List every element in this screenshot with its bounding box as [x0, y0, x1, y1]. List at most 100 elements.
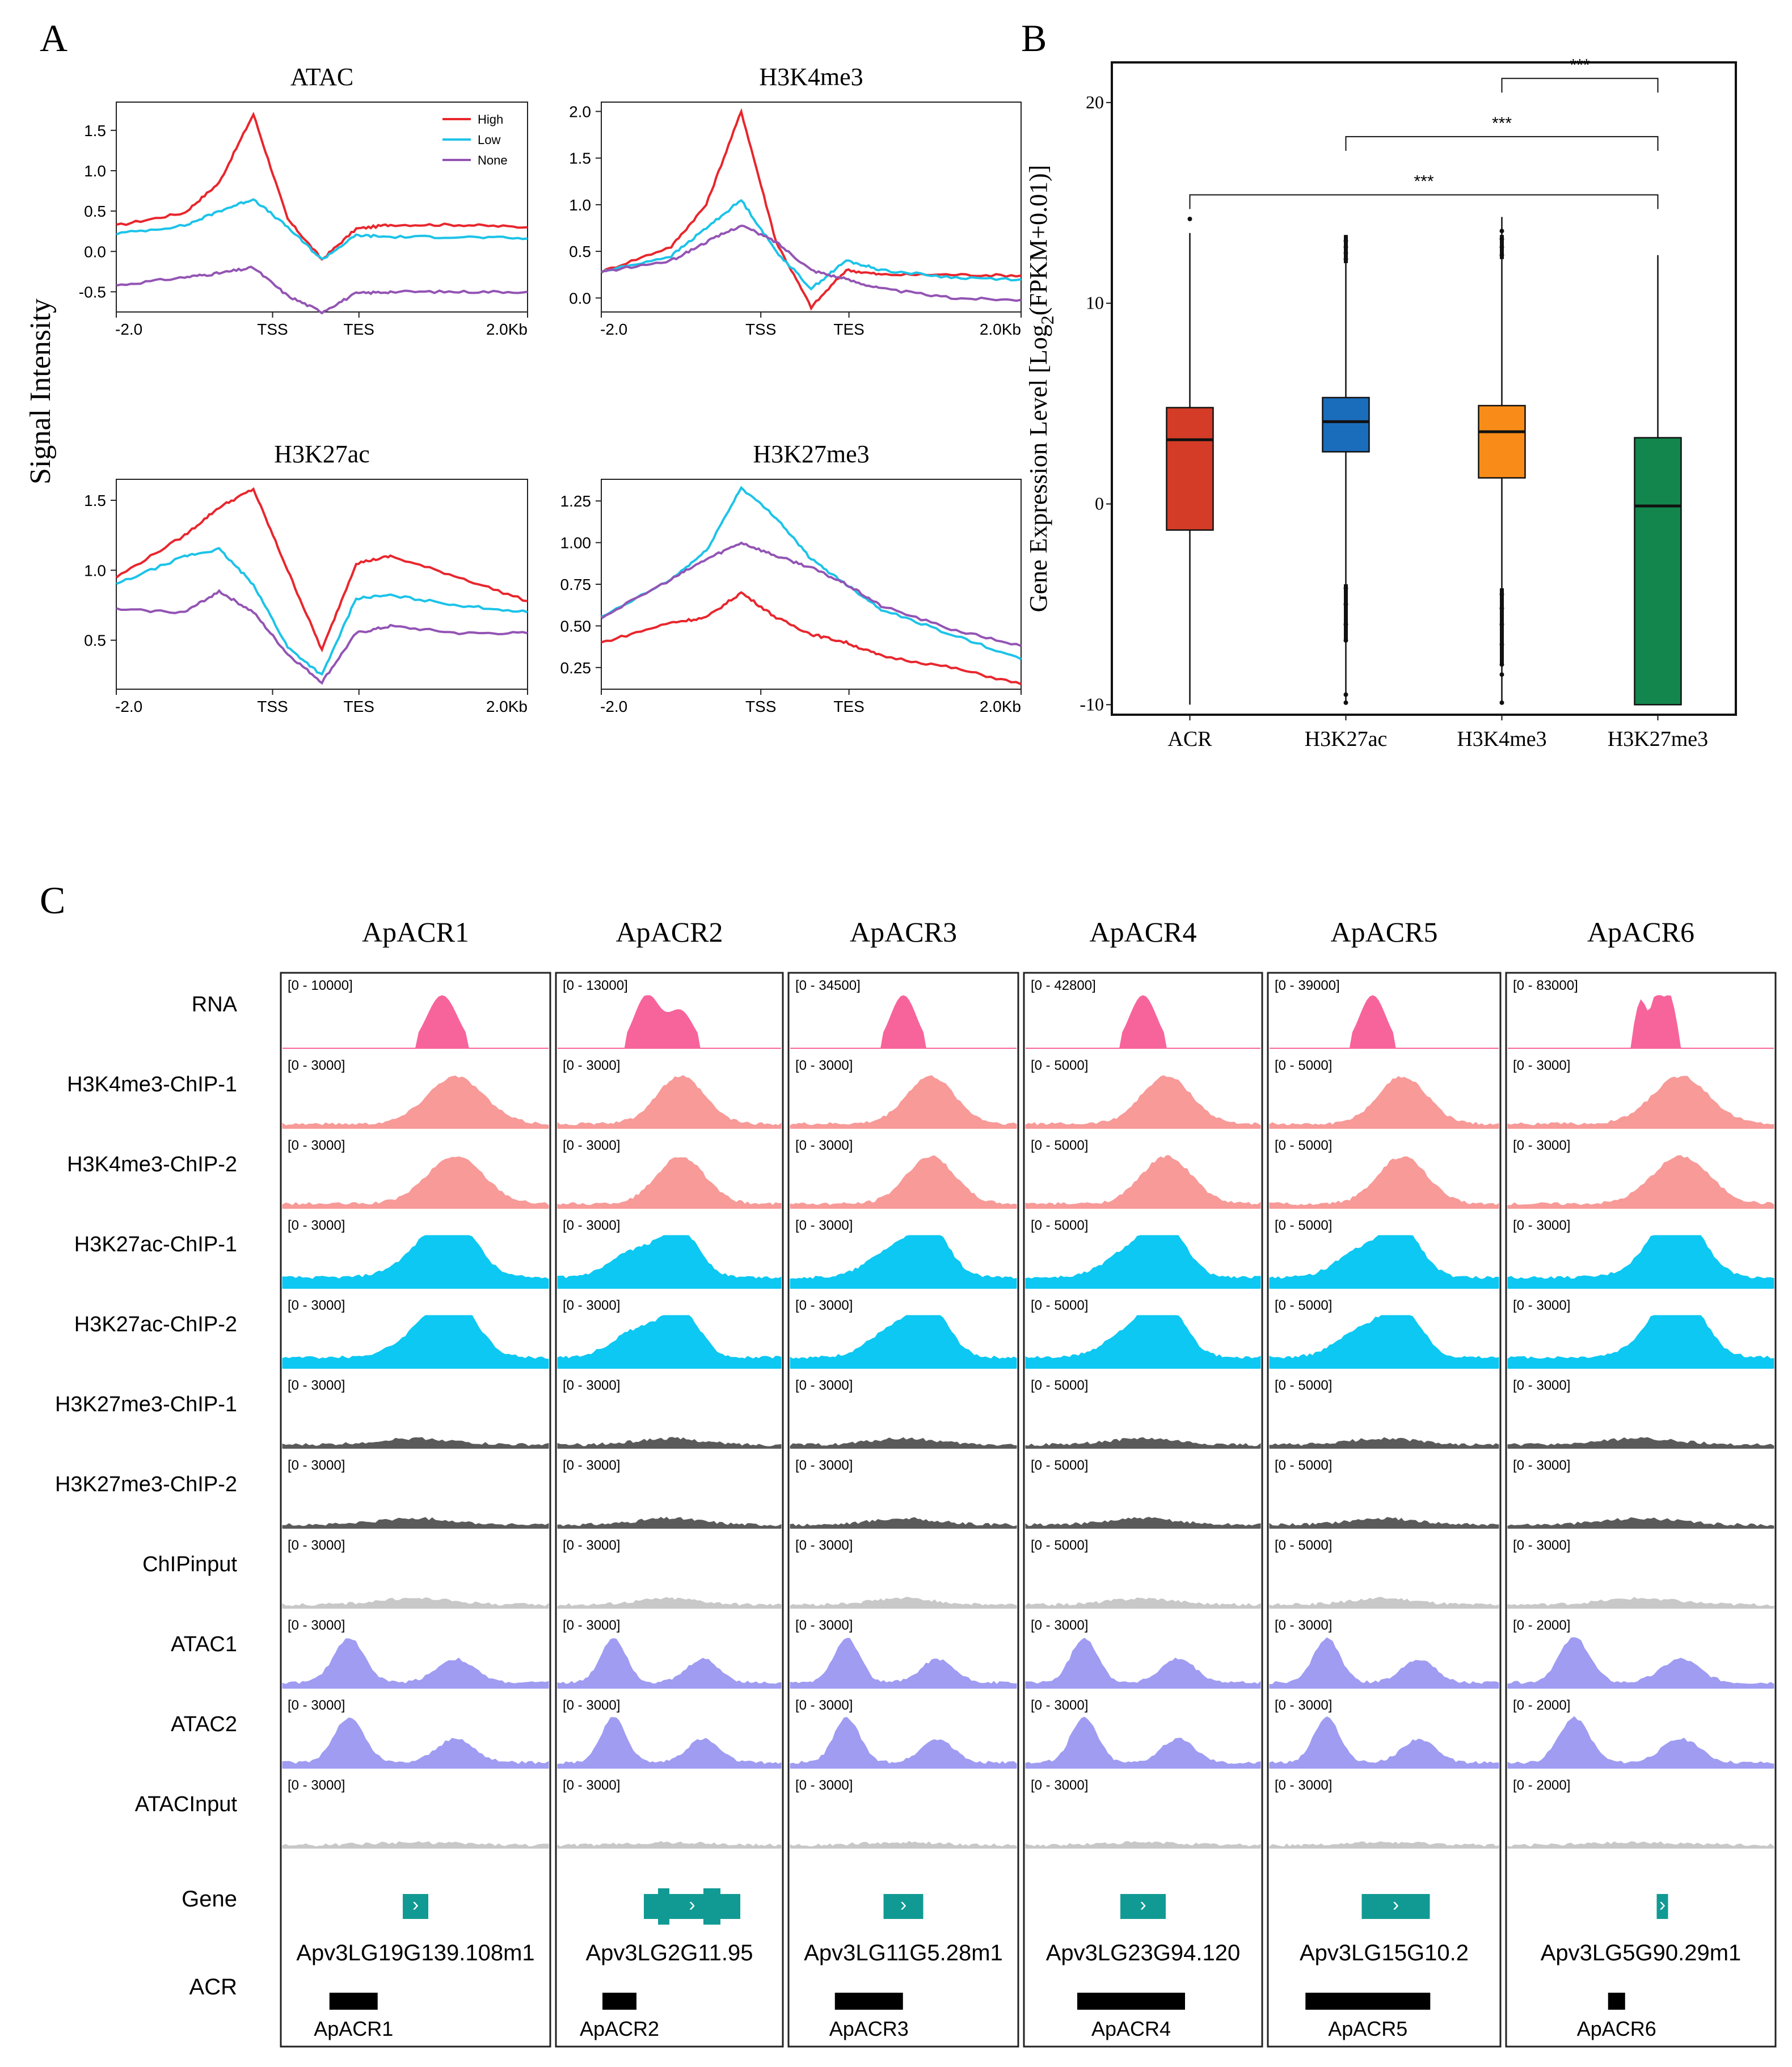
coverage-area: [282, 995, 549, 1049]
column-title: ApACR2: [616, 916, 723, 948]
coverage-area: [1269, 1716, 1499, 1769]
outlier-point: [1187, 217, 1192, 221]
box-acr: [1166, 407, 1214, 531]
acr-name: ApACR4: [1091, 2017, 1171, 2040]
coverage-area: [1025, 1638, 1261, 1689]
column-title: ApACR1: [362, 916, 469, 948]
track-range: [0 - 3000]: [795, 1138, 853, 1153]
track-column-frame: [1267, 972, 1502, 2048]
y-tick-label: 0.5: [84, 203, 106, 220]
gene-name: Apv3LG11G5.28m1: [804, 1941, 1003, 1965]
chart-title: H3K4me3: [759, 63, 863, 91]
track-range: [0 - 3000]: [795, 1378, 853, 1393]
track-column-frame: [1023, 972, 1263, 2048]
acr-name: ApACR5: [1328, 2017, 1407, 2040]
track-label: H3K27me3-ChIP-1: [55, 1393, 237, 1416]
track-label: ATAC2: [171, 1712, 237, 1736]
gene-model: [1120, 1894, 1166, 1919]
coverage-area: [1507, 1315, 1774, 1369]
coverage-area: [1507, 1716, 1774, 1769]
track-label: H3K27ac-ChIP-2: [74, 1313, 237, 1336]
coverage-area: [282, 1638, 549, 1689]
coverage-area: [558, 995, 781, 1049]
y-tick-label: 0: [1095, 493, 1104, 513]
track-range: [0 - 5000]: [1275, 1378, 1332, 1393]
panel-label-a: A: [40, 16, 68, 60]
track-range: [0 - 3000]: [563, 1458, 620, 1473]
track-range: [0 - 39000]: [1275, 978, 1340, 993]
y-tick-label: 2.0: [569, 103, 591, 120]
track-range: [0 - 3000]: [288, 1698, 345, 1713]
coverage-area: [557, 1517, 782, 1529]
series-line-high: [115, 487, 528, 653]
track-column-frame: [555, 972, 784, 2048]
coverage-area: [1025, 1315, 1261, 1369]
series-line-low: [601, 486, 1022, 660]
track-range: [0 - 3000]: [563, 1538, 620, 1553]
track-range: [0 - 3000]: [563, 1298, 620, 1313]
gene-name: Apv3LG19G139.108m1: [296, 1941, 534, 1965]
coverage-area: [557, 1717, 782, 1769]
track-range: [0 - 3000]: [563, 1618, 620, 1633]
coverage-area: [790, 1841, 1017, 1849]
coverage-area: [790, 1315, 1017, 1369]
track-range: [0 - 3000]: [563, 1378, 620, 1393]
strand-arrow-icon: ›: [1393, 1894, 1399, 1916]
coverage-area: [1508, 995, 1774, 1049]
track-range: [0 - 3000]: [288, 1058, 345, 1073]
gene-name: Apv3LG5G90.29m1: [1541, 1941, 1742, 1965]
track-range: [0 - 3000]: [1513, 1218, 1570, 1233]
coverage-area: [557, 1638, 782, 1689]
coverage-area: [282, 1437, 549, 1449]
y-tick-label: 1.25: [560, 492, 592, 510]
track-range: [0 - 5000]: [1031, 1458, 1088, 1473]
panel-a-ylabel: Signal Intensity: [24, 298, 57, 484]
y-tick-label: 1.0: [84, 162, 106, 180]
track-range: [0 - 5000]: [1031, 1138, 1088, 1153]
box-h3k27me3: [1634, 437, 1682, 706]
track-range: [0 - 3000]: [563, 1058, 620, 1073]
coverage-area: [1025, 1235, 1261, 1289]
gene-exon: [658, 1888, 669, 1925]
track-range: [0 - 3000]: [1513, 1138, 1570, 1153]
significance-bracket: [1345, 136, 1659, 151]
track-label: H3K4me3-ChIP-2: [67, 1153, 237, 1176]
track-range: [0 - 3000]: [563, 1778, 620, 1793]
coverage-area: [790, 1155, 1017, 1209]
track-range: [0 - 5000]: [1031, 1538, 1088, 1553]
series-line-none: [601, 224, 1022, 302]
column-title: ApACR3: [850, 916, 957, 948]
track-range: [0 - 83000]: [1513, 978, 1578, 993]
y-tick-label: 1.0: [84, 562, 106, 579]
track-range: [0 - 3000]: [288, 1618, 345, 1633]
coverage-area: [1507, 1155, 1774, 1209]
x-tick-label: -2.0: [115, 698, 142, 715]
legend-label: Low: [478, 133, 500, 147]
strand-arrow-icon: ›: [1659, 1894, 1665, 1916]
y-tick-label: 0.25: [560, 659, 592, 677]
coverage-area: [1507, 1517, 1774, 1529]
coverage-area: [282, 1156, 549, 1209]
outlier-point: [1499, 672, 1504, 677]
panel-label-b: B: [1021, 16, 1047, 60]
coverage-area: [1025, 1075, 1261, 1129]
x-tick-label: -2.0: [600, 320, 627, 338]
y-tick-label: 0.5: [569, 243, 591, 260]
acr-name: ApACR3: [829, 2017, 909, 2040]
coverage-area: [1270, 995, 1499, 1049]
x-tick-label: TES: [344, 698, 374, 715]
track-range: [0 - 3000]: [795, 1778, 853, 1793]
panel-label-c: C: [40, 879, 65, 922]
acr-name: ApACR1: [314, 2017, 393, 2040]
y-tick-label: 0.0: [84, 243, 106, 260]
significance-bracket: [1189, 194, 1659, 209]
acr-name: ApACR2: [580, 2017, 659, 2040]
coverage-area: [557, 1841, 782, 1849]
y-tick-label: 20: [1086, 92, 1104, 112]
series-line-high: [601, 591, 1022, 686]
coverage-area: [790, 1597, 1017, 1609]
x-tick-label: 2.0Kb: [980, 320, 1021, 338]
y-tick-label: -10: [1080, 694, 1104, 714]
track-range: [0 - 2000]: [1513, 1778, 1570, 1793]
